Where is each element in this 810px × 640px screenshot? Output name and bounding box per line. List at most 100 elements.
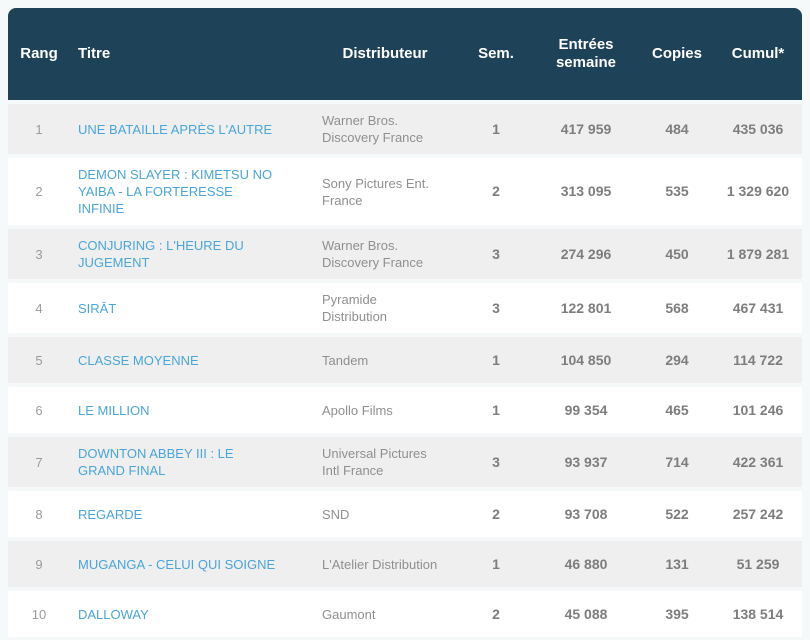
- cumulative-total-cell: 1 879 281: [714, 229, 802, 279]
- copies-cell: 131: [640, 541, 714, 587]
- rank-cell: 2: [8, 158, 70, 225]
- copies-cell: 535: [640, 158, 714, 225]
- week-count-cell: 2: [460, 591, 532, 637]
- weekly-admissions-cell: 93 937: [532, 437, 640, 487]
- film-title-link[interactable]: DEMON SLAYER : KIMETSU NO YAIBA - LA FOR…: [78, 167, 273, 216]
- distributor-cell: Warner Bros. Discovery France: [310, 229, 460, 279]
- week-count-cell: 3: [460, 283, 532, 333]
- table-row: 5 CLASSE MOYENNE Tandem 1 104 850 294 11…: [8, 337, 802, 383]
- rank-cell: 6: [8, 387, 70, 433]
- weekly-admissions-cell: 104 850: [532, 337, 640, 383]
- title-cell: MUGANGA - CELUI QUI SOIGNE: [70, 541, 310, 587]
- column-header-semaine: Sem.: [460, 8, 532, 100]
- copies-cell: 522: [640, 491, 714, 537]
- film-title-link[interactable]: SIRĀT: [78, 300, 117, 316]
- distributor-cell: SND: [310, 491, 460, 537]
- column-header-entrees-semaine: Entrées semaine: [532, 8, 640, 100]
- week-count-cell: 1: [460, 541, 532, 587]
- title-cell: UNE BATAILLE APRÈS L'AUTRE: [70, 104, 310, 154]
- rank-cell: 1: [8, 104, 70, 154]
- distributor-cell: Sony Pictures Ent. France: [310, 158, 460, 225]
- cumulative-total-cell: 435 036: [714, 104, 802, 154]
- table-row: 10 DALLOWAY Gaumont 2 45 088 395 138 514: [8, 591, 802, 637]
- title-cell: CONJURING : L'HEURE DU JUGEMENT: [70, 229, 310, 279]
- copies-cell: 465: [640, 387, 714, 433]
- week-count-cell: 2: [460, 491, 532, 537]
- weekly-admissions-cell: 122 801: [532, 283, 640, 333]
- rank-cell: 7: [8, 437, 70, 487]
- film-title-link[interactable]: LE MILLION: [78, 402, 150, 418]
- box-office-table: Rang Titre Distributeur Sem. Entrées sem…: [8, 4, 802, 640]
- page: Rang Titre Distributeur Sem. Entrées sem…: [0, 4, 810, 640]
- weekly-admissions-cell: 99 354: [532, 387, 640, 433]
- rank-cell: 8: [8, 491, 70, 537]
- title-cell: SIRĀT: [70, 283, 310, 333]
- table-row: 6 LE MILLION Apollo Films 1 99 354 465 1…: [8, 387, 802, 433]
- title-cell: DALLOWAY: [70, 591, 310, 637]
- title-cell: DEMON SLAYER : KIMETSU NO YAIBA - LA FOR…: [70, 158, 310, 225]
- table-row: 1 UNE BATAILLE APRÈS L'AUTRE Warner Bros…: [8, 104, 802, 154]
- table-row: 7 DOWNTON ABBEY III : LE GRAND FINAL Uni…: [8, 437, 802, 487]
- table-row: 4 SIRĀT Pyramide Distribution 3 122 801 …: [8, 283, 802, 333]
- film-title-link[interactable]: UNE BATAILLE APRÈS L'AUTRE: [78, 121, 273, 137]
- column-header-titre: Titre: [70, 8, 310, 100]
- table-header-row: Rang Titre Distributeur Sem. Entrées sem…: [8, 8, 802, 100]
- copies-cell: 294: [640, 337, 714, 383]
- table-row: 2 DEMON SLAYER : KIMETSU NO YAIBA - LA F…: [8, 158, 802, 225]
- cumulative-total-cell: 101 246: [714, 387, 802, 433]
- title-cell: DOWNTON ABBEY III : LE GRAND FINAL: [70, 437, 310, 487]
- table-row: 3 CONJURING : L'HEURE DU JUGEMENT Warner…: [8, 229, 802, 279]
- cumulative-total-cell: 257 242: [714, 491, 802, 537]
- weekly-admissions-cell: 46 880: [532, 541, 640, 587]
- distributor-cell: Pyramide Distribution: [310, 283, 460, 333]
- week-count-cell: 1: [460, 104, 532, 154]
- distributor-cell: L'Atelier Distribution: [310, 541, 460, 587]
- week-count-cell: 1: [460, 337, 532, 383]
- column-header-rang: Rang: [8, 8, 70, 100]
- weekly-admissions-cell: 417 959: [532, 104, 640, 154]
- film-title-link[interactable]: REGARDE: [78, 506, 143, 522]
- title-cell: REGARDE: [70, 491, 310, 537]
- week-count-cell: 3: [460, 437, 532, 487]
- week-count-cell: 3: [460, 229, 532, 279]
- film-title-link[interactable]: CLASSE MOYENNE: [78, 352, 199, 368]
- rank-cell: 4: [8, 283, 70, 333]
- film-title-link[interactable]: CONJURING : L'HEURE DU JUGEMENT: [78, 238, 244, 270]
- distributor-cell: Tandem: [310, 337, 460, 383]
- copies-cell: 395: [640, 591, 714, 637]
- cumulative-total-cell: 422 361: [714, 437, 802, 487]
- cumulative-total-cell: 138 514: [714, 591, 802, 637]
- weekly-admissions-cell: 93 708: [532, 491, 640, 537]
- distributor-cell: Warner Bros. Discovery France: [310, 104, 460, 154]
- weekly-admissions-cell: 45 088: [532, 591, 640, 637]
- copies-cell: 714: [640, 437, 714, 487]
- copies-cell: 568: [640, 283, 714, 333]
- distributor-cell: Universal Pictures Intl France: [310, 437, 460, 487]
- film-title-link[interactable]: MUGANGA - CELUI QUI SOIGNE: [78, 556, 276, 572]
- rank-cell: 3: [8, 229, 70, 279]
- table-row: 8 REGARDE SND 2 93 708 522 257 242: [8, 491, 802, 537]
- table-row: 9 MUGANGA - CELUI QUI SOIGNE L'Atelier D…: [8, 541, 802, 587]
- cumulative-total-cell: 467 431: [714, 283, 802, 333]
- column-header-copies: Copies: [640, 8, 714, 100]
- distributor-cell: Gaumont: [310, 591, 460, 637]
- film-title-link[interactable]: DOWNTON ABBEY III : LE GRAND FINAL: [78, 446, 234, 478]
- rank-cell: 5: [8, 337, 70, 383]
- weekly-admissions-cell: 274 296: [532, 229, 640, 279]
- column-header-distributeur: Distributeur: [310, 8, 460, 100]
- rank-cell: 9: [8, 541, 70, 587]
- film-title-link[interactable]: DALLOWAY: [78, 606, 149, 622]
- week-count-cell: 2: [460, 158, 532, 225]
- copies-cell: 484: [640, 104, 714, 154]
- copies-cell: 450: [640, 229, 714, 279]
- title-cell: LE MILLION: [70, 387, 310, 433]
- column-header-cumul: Cumul*: [714, 8, 802, 100]
- cumulative-total-cell: 114 722: [714, 337, 802, 383]
- distributor-cell: Apollo Films: [310, 387, 460, 433]
- cumulative-total-cell: 51 259: [714, 541, 802, 587]
- cumulative-total-cell: 1 329 620: [714, 158, 802, 225]
- title-cell: CLASSE MOYENNE: [70, 337, 310, 383]
- week-count-cell: 1: [460, 387, 532, 433]
- rank-cell: 10: [8, 591, 70, 637]
- weekly-admissions-cell: 313 095: [532, 158, 640, 225]
